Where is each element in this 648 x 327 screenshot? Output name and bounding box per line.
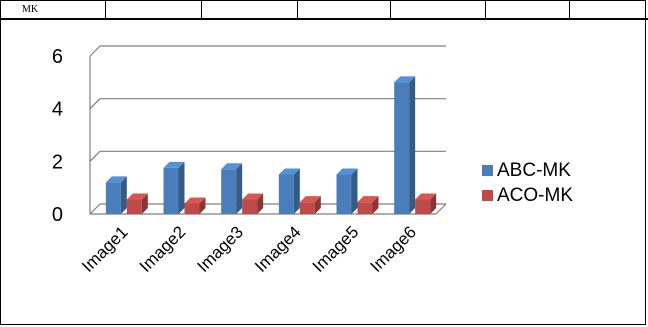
bar-top [278, 168, 300, 175]
bar-front [394, 82, 410, 214]
bar-side [141, 193, 148, 214]
bar-side [120, 176, 127, 214]
bar-side [178, 161, 185, 214]
floor-right-edge [435, 203, 447, 215]
bar-side [199, 197, 206, 214]
table-fragment: MK [0, 0, 648, 20]
x-category-label: Image3 [193, 222, 247, 276]
table-cell-text: MK [22, 4, 39, 15]
legend-item-abc-mk: ABC-MK [482, 160, 571, 181]
bar-front [163, 167, 179, 214]
bar-side [351, 168, 358, 214]
legend-swatch [482, 165, 493, 176]
table-cell [0, 0, 106, 18]
bar-side [372, 196, 379, 214]
gridline-diagonal [89, 45, 101, 57]
bar-front [336, 174, 352, 214]
bar-top [163, 161, 185, 168]
bar-front [415, 199, 431, 214]
chart-gridlines [89, 45, 446, 215]
chart-legend: ABC-MK ACO-MK [482, 160, 573, 206]
gridline-diagonal [89, 203, 101, 215]
bar-front [105, 182, 121, 214]
bar-top [299, 196, 321, 203]
y-axis-tick-labels: 0 2 4 6 [52, 46, 63, 226]
bar-top [242, 193, 264, 200]
bar-side [314, 196, 321, 214]
bar-front [184, 203, 200, 214]
table-cell [106, 0, 202, 18]
bar-top [394, 76, 416, 83]
bar-aco-mk-image1 [126, 193, 148, 214]
table-rule [0, 18, 648, 20]
y-tick-label: 0 [52, 204, 63, 226]
legend-label: ACO-MK [497, 185, 573, 206]
x-axis-category-labels: Image1 Image2 Image3 Image4 Image5 Image6 [78, 222, 420, 276]
bar-front [278, 174, 294, 214]
x-category-label: Image2 [136, 222, 190, 276]
y-tick-label: 6 [52, 46, 63, 68]
bar-abc-mk-image1 [105, 176, 127, 214]
bar-abc-mk-image6 [394, 76, 416, 214]
bar-front [126, 199, 142, 214]
bar-top [415, 193, 437, 200]
bar-front [242, 199, 258, 214]
gridline-diagonal [89, 98, 101, 110]
bar-aco-mk-image2 [184, 197, 206, 214]
gridline-diagonal [89, 150, 101, 162]
legend-item-aco-mk: ACO-MK [482, 185, 573, 206]
bar-abc-mk-image4 [278, 168, 300, 214]
bar-side [430, 193, 437, 214]
x-category-label: Image4 [251, 222, 305, 276]
legend-swatch [482, 190, 493, 201]
bar-abc-mk-image5 [336, 168, 358, 214]
bar-abc-mk-image3 [221, 163, 243, 214]
bar-front [299, 202, 315, 214]
table-cell [298, 0, 391, 18]
bar-top [105, 176, 127, 183]
bar-front [357, 202, 373, 214]
bar-side [293, 168, 300, 214]
bar-top [184, 197, 206, 204]
bar-top [336, 168, 358, 175]
bar-aco-mk-image3 [242, 193, 264, 214]
bar-aco-mk-image6 [415, 193, 437, 214]
bar-aco-mk-image4 [299, 196, 321, 214]
bar-abc-mk-image2 [163, 161, 185, 214]
bar-top [126, 193, 148, 200]
y-tick-label: 4 [52, 99, 63, 121]
table-cell [202, 0, 298, 18]
chart-bars [105, 76, 437, 214]
bar-side [409, 76, 416, 214]
chart-walls [89, 56, 447, 215]
bar-top [221, 163, 243, 170]
bar-side [257, 193, 264, 214]
x-category-label: Image1 [78, 222, 132, 276]
bar-side [236, 163, 243, 214]
x-category-label: Image6 [366, 222, 420, 276]
bar-top [357, 196, 379, 203]
table-cell [391, 0, 486, 18]
table-cell [486, 0, 570, 18]
legend-label: ABC-MK [497, 160, 571, 181]
y-tick-label: 2 [52, 151, 63, 173]
bar-front [221, 169, 237, 214]
bar-aco-mk-image5 [357, 196, 379, 214]
x-category-label: Image5 [309, 222, 363, 276]
